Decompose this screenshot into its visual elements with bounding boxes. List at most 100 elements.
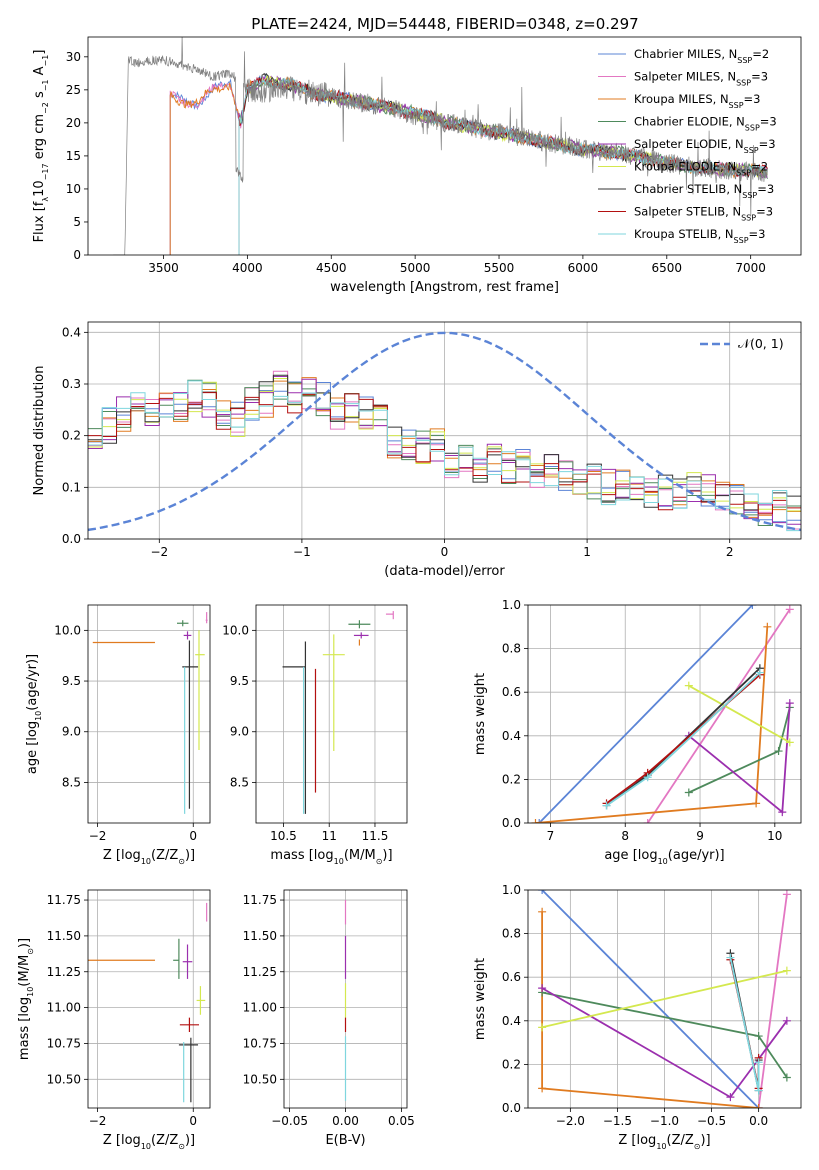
y-tick-label: 8.5	[62, 775, 81, 789]
x-axis-label-part: Z [log	[103, 848, 141, 863]
legend-label: 𝒩(0, 1)	[738, 336, 784, 351]
y-axis-label-part: mass [log	[17, 997, 32, 1060]
y-axis-label-part: age [log	[25, 721, 40, 774]
mass-weight-marker	[785, 605, 794, 614]
x-tick-label: 0.05	[388, 1114, 415, 1128]
mass-weight-marker	[531, 819, 540, 823]
y-tick-label: 11.25	[47, 965, 81, 979]
x-tick-label: 10	[767, 829, 782, 843]
legend-ssp-subscript: SSP	[737, 56, 752, 65]
plot-area	[538, 890, 791, 1108]
x-axis-label-part: Z [log	[103, 1133, 141, 1148]
mass-weight-marker	[643, 819, 652, 823]
mass-weight-line	[538, 605, 754, 823]
x-tick-label: −1.0	[650, 1114, 679, 1128]
errorbar-point	[348, 620, 371, 629]
y-axis-label-part: ]	[32, 50, 47, 55]
axes-frame	[255, 604, 408, 824]
x-tick-label: 3500	[148, 261, 179, 275]
mass-weight-marker	[684, 788, 693, 797]
mass-weight-marker	[538, 1084, 547, 1093]
legend: 𝒩(0, 1)	[700, 336, 784, 351]
y-tick-label: 0.4	[62, 325, 81, 339]
y-tick-label: 10.0	[222, 623, 249, 637]
y-tick-label: 10.75	[243, 1036, 277, 1050]
y-axis-label: mass weight	[473, 958, 488, 1040]
mass-weight-marker	[535, 819, 544, 823]
legend-series-name: Kroupa STELIB, N	[634, 227, 734, 241]
y-tick-label: 1.0	[502, 598, 521, 612]
y-tick-label: 0.0	[502, 1101, 521, 1115]
y-tick-label: 9.0	[230, 725, 249, 739]
y-tick-label: 20	[66, 116, 81, 130]
legend-series-name: Chabrier MILES, N	[634, 47, 737, 61]
y-axis-label-part: (M/M	[17, 955, 32, 987]
errorbar-point	[183, 631, 192, 640]
y-axis-label: age [log10(age/yr)]	[25, 654, 43, 774]
x-axis-label-part: )]	[185, 848, 195, 863]
y-tick-label: 0.4	[502, 1014, 521, 1028]
x-axis-label: Z [log10(Z/Z⊙)]	[618, 1133, 710, 1151]
legend-ssp-count: =3	[759, 137, 776, 151]
x-axis-label-part: )]	[185, 1133, 195, 1148]
x-tick-label: 11.5	[362, 829, 389, 843]
x-tick-label: 10.5	[270, 829, 297, 843]
legend-ssp-subscript: SSP	[734, 236, 749, 245]
y-tick-label: 30	[66, 50, 81, 64]
legend-ssp-count: =3	[744, 92, 761, 106]
y-tick-label: 9.5	[230, 674, 249, 688]
axes-frame	[527, 889, 802, 1109]
axes-age-vs-mass: 10.5 11 11.5 8.5 9.0 9.5 10.0 mass [log10(M/M⊙)…	[222, 604, 408, 866]
mass-weight-marker	[754, 1032, 763, 1041]
y-tick-label: 10.0	[54, 623, 81, 637]
y-tick-label: 0.6	[502, 970, 521, 984]
x-tick-label: 0	[441, 545, 449, 559]
residual-histogram-line	[88, 380, 801, 532]
y-tick-label: 0.8	[502, 927, 521, 941]
legend-series-name: Chabrier ELODIE, N	[634, 115, 745, 129]
y-tick-label: 0.6	[502, 685, 521, 699]
x-tick-label: 2	[726, 545, 734, 559]
y-axis-label-part: λ	[41, 197, 50, 202]
legend-ssp-count: =3	[751, 70, 768, 84]
y-tick-label: 10.50	[243, 1072, 277, 1086]
x-tick-label: 0	[189, 829, 197, 843]
x-tick-label: 11	[322, 829, 337, 843]
errorbar-point	[322, 634, 345, 752]
mass-weight-line	[688, 684, 791, 744]
x-tick-label: 9	[696, 829, 704, 843]
y-tick-label: 8.5	[230, 775, 249, 789]
legend-ssp-subscript: SSP	[745, 123, 760, 132]
x-axis-label-part: ⊙	[178, 857, 185, 866]
errorbar-point	[182, 944, 193, 979]
legend-label: Salpeter STELIB, NSSP=3	[634, 205, 773, 223]
errorbar-point	[178, 1037, 199, 1103]
y-tick-label: 11.75	[243, 893, 277, 907]
x-axis-label-part: (Z/Z	[667, 1133, 694, 1148]
x-axis-label-part: 10	[658, 857, 668, 866]
mass-weight-marker	[726, 953, 735, 962]
mass-weight-marker	[782, 966, 791, 975]
x-axis-label-part: )]	[382, 848, 392, 863]
normal-distribution-curve	[88, 331, 801, 532]
x-tick-label: −2	[150, 545, 168, 559]
legend-label: Salpeter ELODIE, NSSP=3	[634, 137, 776, 155]
axes-frame	[527, 604, 802, 824]
x-axis-label: Z [log10(Z/Z⊙)]	[103, 1133, 195, 1151]
plot-area	[88, 331, 801, 532]
mass-weight-marker	[785, 738, 794, 747]
x-tick-label: 0	[189, 1114, 197, 1128]
figure-title: PLATE=2424, MJD=54448, FIBERID=0348, z=0…	[251, 15, 638, 33]
errorbar-point	[282, 641, 307, 814]
x-tick-label: −0.5	[697, 1114, 726, 1128]
mass-weight-marker	[782, 1073, 791, 1082]
x-axis-label-part: (M/M	[344, 848, 376, 863]
errorbar-point	[385, 611, 394, 620]
residual-histogram-line	[88, 374, 801, 511]
mass-weight-marker	[754, 1058, 763, 1067]
plot-area	[531, 605, 794, 823]
y-tick-label: 0.4	[502, 729, 521, 743]
y-axis-label-part: −1	[41, 79, 50, 91]
